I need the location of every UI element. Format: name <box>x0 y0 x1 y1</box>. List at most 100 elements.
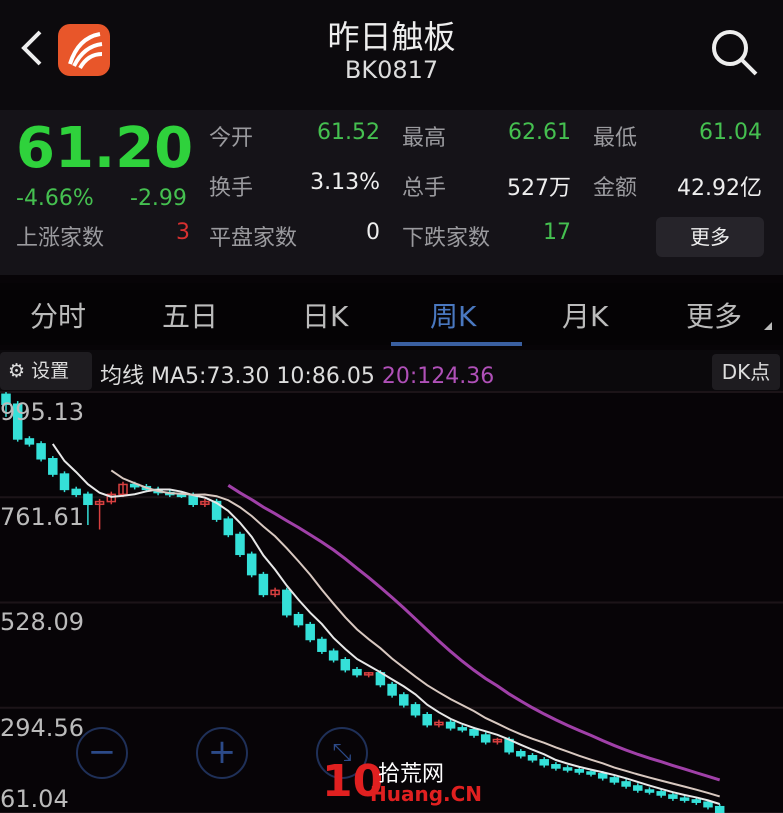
candle-body <box>106 493 117 503</box>
tab-weekly-k[interactable]: 周K <box>430 300 477 333</box>
candle-body <box>48 458 58 475</box>
y-tick-label: 761.61 <box>0 503 84 532</box>
field-label: 平盘家数 <box>209 226 298 251</box>
page-title: 昨日触板 <box>327 18 456 56</box>
field-value: 61.04 <box>699 120 762 145</box>
candle-body <box>12 403 23 440</box>
field-value: 0 <box>366 220 380 245</box>
field-value: 42.92亿 <box>677 176 762 201</box>
candle-body <box>270 589 280 596</box>
candle-body <box>703 801 713 808</box>
candle-body <box>399 694 409 706</box>
settings-label: 设置 <box>31 360 70 382</box>
field-label: 总手 <box>402 176 447 201</box>
dk-point-button[interactable]: DK点 <box>712 354 780 390</box>
ma10-value: 10:86.05 <box>276 364 375 389</box>
ma10-line <box>110 469 720 798</box>
field-label: 换手 <box>209 176 254 201</box>
candle-body <box>410 704 421 716</box>
field-value: 17 <box>543 220 571 245</box>
candle-body <box>480 734 491 743</box>
dropdown-corner-icon <box>764 322 772 330</box>
plus-icon[interactable]: + <box>196 727 248 779</box>
ma-values: 均线 MA5:73.30 10:86.05 20:124.36 <box>100 358 494 390</box>
candle-body <box>24 438 35 445</box>
field-label: 下跌家数 <box>402 226 491 251</box>
candle-body <box>317 638 327 652</box>
candle-body <box>328 650 339 661</box>
candle-body <box>445 721 456 729</box>
candle-body <box>562 767 573 771</box>
y-tick-label: 995.13 <box>0 398 84 426</box>
candle-body <box>691 799 702 803</box>
candle-body <box>457 727 468 731</box>
chevron-left-icon[interactable] <box>14 28 54 68</box>
candle-body <box>644 789 655 793</box>
field-label: 上涨家数 <box>16 226 105 251</box>
field-label: 金额 <box>593 176 638 201</box>
field-label: 最低 <box>593 126 638 151</box>
field-label: 今开 <box>209 126 254 151</box>
candle-body <box>363 672 374 676</box>
change-value: -2.99 <box>130 186 187 211</box>
candle-body <box>574 769 585 773</box>
candle-body <box>516 750 526 757</box>
candle-body <box>492 738 503 743</box>
field-value: 3 <box>176 220 190 245</box>
candle-body <box>235 533 245 556</box>
candle-body <box>422 714 432 726</box>
search-icon[interactable] <box>708 26 760 78</box>
candle-body <box>293 613 304 626</box>
tab-intraday[interactable]: 分时 <box>30 300 87 333</box>
candle-body <box>340 659 351 671</box>
candle-body <box>527 755 538 761</box>
candle-body <box>668 794 678 799</box>
candle-body <box>246 553 257 576</box>
candle-body <box>539 759 549 766</box>
more-button[interactable]: 更多 <box>656 217 764 257</box>
ma-bar <box>0 350 783 392</box>
candle-body <box>609 777 620 783</box>
minus-icon[interactable]: − <box>76 727 128 779</box>
candle-body <box>469 728 479 736</box>
change-pct: -4.66% <box>16 186 94 211</box>
candle-body <box>94 500 105 506</box>
ma20-value: 20:124.36 <box>381 364 495 389</box>
tab-more[interactable]: 更多 <box>686 300 743 333</box>
watermark-logo: 10 拾荒网 Huang.CN <box>322 756 483 807</box>
candle-body <box>586 771 596 775</box>
expand-icon[interactable]: ⤡ <box>316 727 368 779</box>
candle-body <box>211 500 222 520</box>
field-value: 61.52 <box>317 120 380 145</box>
field-label: 最高 <box>402 126 447 151</box>
candle-body <box>59 473 70 491</box>
ma-prefix: 均线 <box>100 364 145 389</box>
ma5-value: MA5:73.30 <box>151 364 270 389</box>
tab-monthly-k[interactable]: 月K <box>562 300 609 333</box>
candle-body <box>633 785 643 791</box>
settings-button[interactable]: ⚙ 设置 <box>0 352 92 390</box>
y-tick-label: 61.04 <box>0 785 69 813</box>
candle-body <box>679 797 690 801</box>
candle-body <box>118 483 128 496</box>
tab-five-day[interactable]: 五日 <box>162 300 219 333</box>
header <box>0 0 783 110</box>
quote-panel <box>0 110 783 275</box>
app-logo <box>58 24 110 76</box>
candle-body <box>258 573 269 596</box>
candle-body <box>200 500 210 506</box>
tab-daily-k[interactable]: 日K <box>302 300 349 333</box>
y-tick-label: 294.56 <box>0 713 84 742</box>
ma5-line <box>51 443 720 805</box>
y-tick-label: 528.09 <box>0 608 84 637</box>
candle-body <box>352 668 362 676</box>
field-value: 527万 <box>507 176 571 201</box>
candlestick-chart[interactable] <box>0 390 783 813</box>
candle-body <box>83 493 93 506</box>
sector-code: BK0817 <box>344 56 439 84</box>
candle-body <box>551 764 561 769</box>
candle-body <box>305 623 315 641</box>
field-value: 3.13% <box>310 170 380 195</box>
candle-body <box>656 791 666 796</box>
candle-body <box>434 721 444 726</box>
